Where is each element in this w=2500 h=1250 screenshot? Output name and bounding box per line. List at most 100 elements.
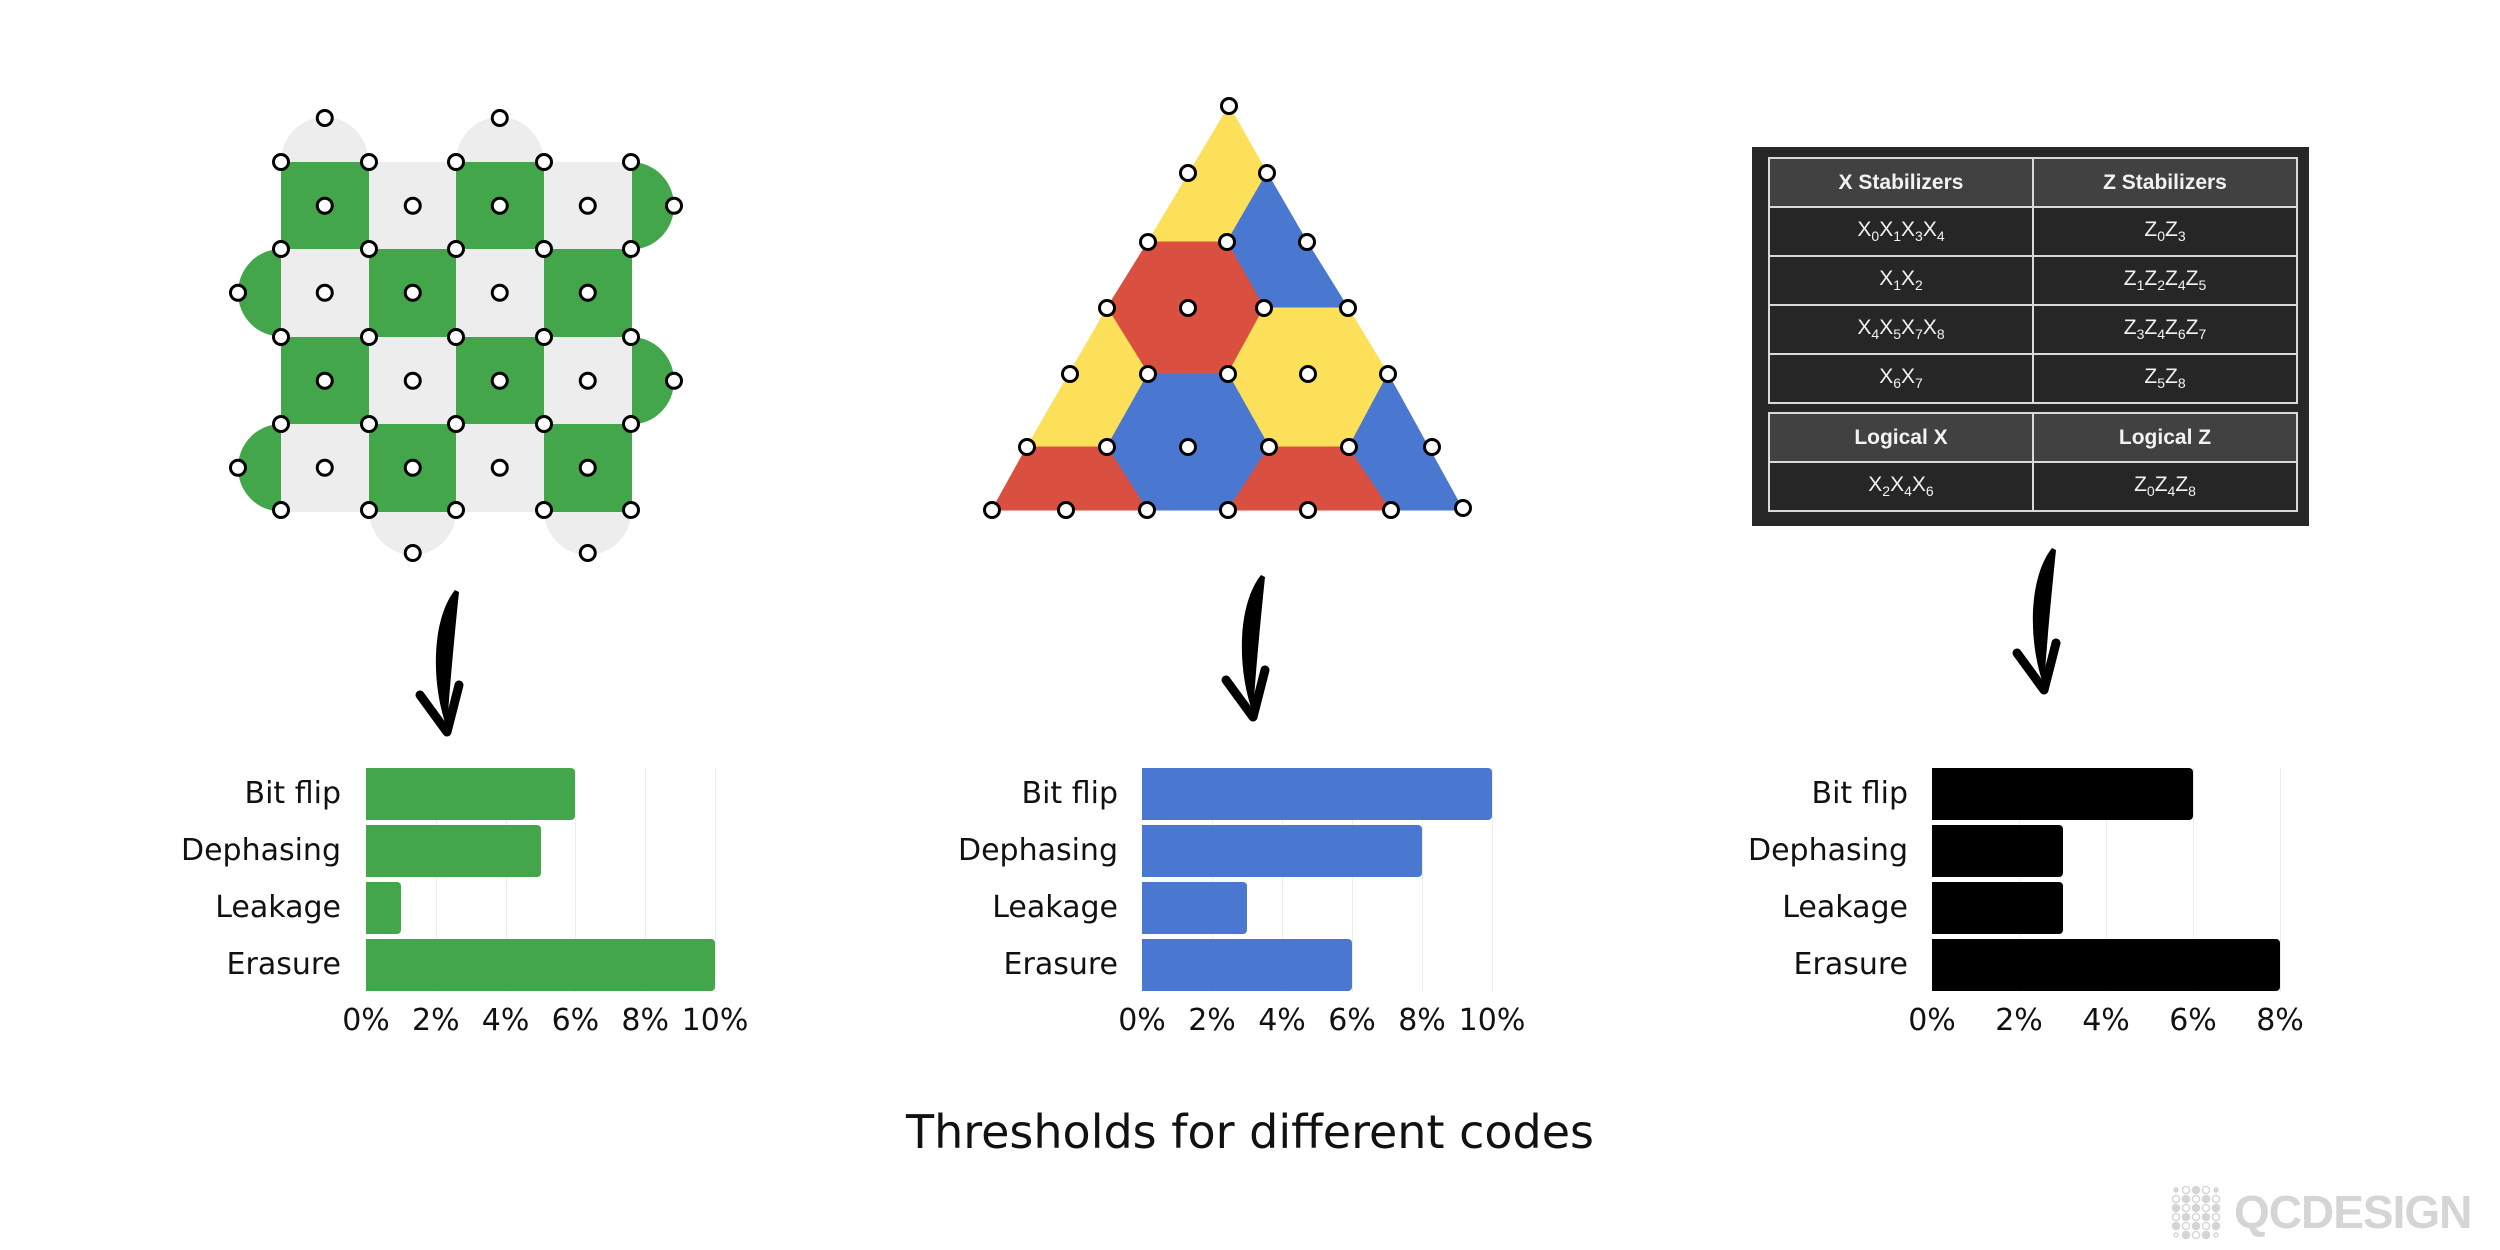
threshold-bar xyxy=(1142,768,1492,820)
x-tick-label: 10% xyxy=(1458,1003,1526,1038)
qubit-node xyxy=(1139,365,1157,383)
qubit-node xyxy=(272,240,290,258)
threshold-bar xyxy=(1932,939,2280,991)
boundary-stabilizer xyxy=(544,510,632,555)
table-row: X2X4X6 Z0Z4Z8 xyxy=(1768,461,2298,512)
threshold-bar xyxy=(366,882,401,934)
qubit-node xyxy=(360,501,378,519)
bar-category-label: Erasure xyxy=(1003,947,1118,982)
x-tick-label: 4% xyxy=(2082,1003,2130,1038)
x-stabilizer-cell: X0X1X3X4 xyxy=(1768,206,2034,257)
x-stabilizer-cell: X4X5X7X8 xyxy=(1768,304,2034,355)
qubit-node xyxy=(622,328,640,346)
table-row: X0X1X3X4 Z0Z3 xyxy=(1768,206,2298,257)
grid-line xyxy=(2019,768,2020,992)
qubit-node xyxy=(983,501,1001,519)
logical-z-header: Logical Z xyxy=(2032,412,2298,463)
qubit-node xyxy=(1423,438,1441,456)
z-stabilizer-cell: Z1Z2Z4Z5 xyxy=(2032,255,2298,306)
logical-x-header: Logical X xyxy=(1768,412,2034,463)
x-tick-label: 4% xyxy=(481,1003,530,1038)
grid-line xyxy=(1352,768,1353,992)
qubit-node xyxy=(1179,299,1197,317)
qubit-node xyxy=(1219,365,1237,383)
qubit-node xyxy=(447,153,465,171)
qubit-node xyxy=(272,501,290,519)
logical-operators-table: Logical X Logical Z X2X4X6 Z0Z4Z8 xyxy=(1768,412,2298,512)
threshold-bar xyxy=(1142,882,1247,934)
bar-category-label: Leakage xyxy=(215,890,341,925)
grid-line xyxy=(2280,768,2281,992)
x-tick-label: 8% xyxy=(1398,1003,1446,1038)
threshold-bar xyxy=(1932,825,2063,877)
qubit-node xyxy=(1138,501,1156,519)
qubit-node xyxy=(535,328,553,346)
qubit-node xyxy=(315,458,334,477)
qubit-node xyxy=(578,458,597,477)
qubit-node xyxy=(360,153,378,171)
qubit-node xyxy=(315,371,334,390)
x-tick-label: 4% xyxy=(1258,1003,1306,1038)
bar-category-label: Dephasing xyxy=(180,833,341,868)
qubit-node xyxy=(1299,365,1317,383)
qubit-node xyxy=(403,283,422,302)
bar-category-label: Leakage xyxy=(992,890,1118,925)
qubit-node xyxy=(1018,438,1036,456)
qubit-node xyxy=(1179,438,1197,456)
arrow-down-icon xyxy=(415,590,464,737)
logical-z-cell: Z0Z4Z8 xyxy=(2032,461,2298,512)
qubit-node xyxy=(315,196,334,215)
x-tick-label: 10% xyxy=(681,1003,749,1038)
threshold-bar xyxy=(1142,939,1352,991)
qubit-node xyxy=(447,501,465,519)
table-row: X1X2 Z1Z2Z4Z5 xyxy=(1768,255,2298,306)
bar-category-label: Dephasing xyxy=(957,833,1118,868)
qubit-node xyxy=(360,240,378,258)
grid-line xyxy=(1282,768,1283,992)
qubit-node xyxy=(535,415,553,433)
x-tick-label: 6% xyxy=(2169,1003,2217,1038)
qubit-node xyxy=(1061,365,1079,383)
table-row: X4X5X7X8 Z3Z4Z6Z7 xyxy=(1768,304,2298,355)
qubit-node xyxy=(1339,299,1357,317)
stabilizer-table-panel: X Stabilizers Z Stabilizers X0X1X3X4 Z0Z… xyxy=(1752,147,2309,526)
grid-line xyxy=(645,768,647,992)
qubit-node xyxy=(578,283,597,302)
x-stabilizer-cell: X1X2 xyxy=(1768,255,2034,306)
qubit-node xyxy=(1098,299,1116,317)
threshold-bar xyxy=(1142,825,1422,877)
bar-category-label: Bit flip xyxy=(1021,776,1119,811)
qubit-node xyxy=(1258,164,1276,182)
qubit-node xyxy=(1299,501,1317,519)
grid-line xyxy=(575,768,577,992)
grid-line xyxy=(2193,768,2194,992)
x-tick-label: 8% xyxy=(2256,1003,2304,1038)
z-stabilizer-cell: Z5Z8 xyxy=(2032,353,2298,404)
qubit-node xyxy=(272,328,290,346)
dot-grid-logo-icon xyxy=(2171,1185,2221,1240)
boundary-stabilizer xyxy=(281,117,369,162)
boundary-stabilizer xyxy=(369,510,457,555)
qubit-node xyxy=(403,458,422,477)
qubit-node xyxy=(578,544,597,562)
threshold-bar xyxy=(366,768,576,820)
bar-category-label: Leakage xyxy=(1782,890,1908,925)
grid-line xyxy=(505,768,507,992)
x-tick-label: 8% xyxy=(621,1003,669,1038)
z-stabilizer-cell: Z0Z3 xyxy=(2032,206,2298,257)
qubit-node xyxy=(272,415,290,433)
x-tick-label: 2% xyxy=(1188,1003,1236,1038)
grid-line xyxy=(1492,768,1493,992)
boundary-stabilizer xyxy=(631,337,674,425)
qubit-node xyxy=(490,458,509,477)
qubit-node xyxy=(665,196,683,215)
qubit-node xyxy=(272,153,290,171)
logo-text: QCDESIGN xyxy=(2234,1186,2472,1238)
stabilizer-table: X Stabilizers Z Stabilizers X0X1X3X4 Z0Z… xyxy=(1768,157,2298,404)
qubit-node xyxy=(403,371,422,390)
figure-title: Thresholds for different codes xyxy=(905,1105,1595,1159)
qubit-node xyxy=(1298,233,1316,251)
qubit-node xyxy=(1057,501,1075,519)
